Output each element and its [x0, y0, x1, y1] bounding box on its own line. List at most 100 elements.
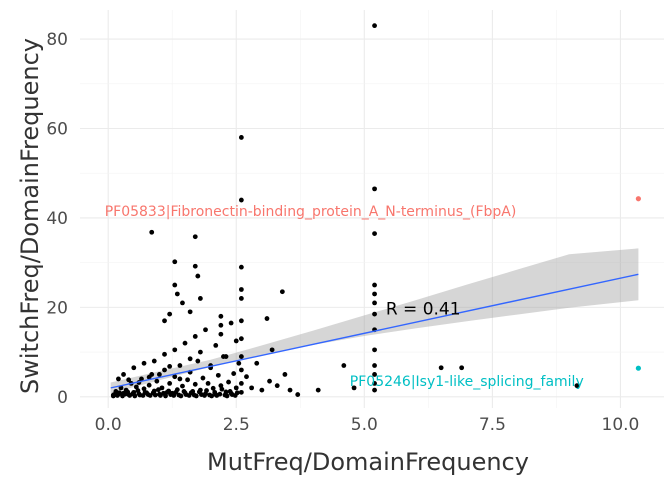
data-point: [351, 385, 357, 391]
data-point: [167, 311, 173, 317]
x-tick-label: 5.0: [351, 415, 378, 435]
data-point: [372, 311, 377, 317]
data-point: [203, 327, 208, 333]
data-point: [154, 378, 160, 384]
data-point: [178, 393, 184, 399]
data-point: [159, 385, 165, 391]
data-point: [282, 372, 288, 377]
data-point: [315, 387, 321, 393]
data-point: [372, 387, 377, 393]
data-point: [167, 364, 173, 369]
grid: [80, 10, 664, 408]
data-point: [238, 381, 244, 386]
data-point: [210, 385, 216, 391]
data-point: [218, 331, 224, 337]
data-point: [149, 229, 155, 235]
data-point: [244, 374, 249, 380]
data-point: [166, 388, 172, 394]
data-point: [202, 393, 207, 398]
data-point: [372, 300, 377, 306]
data-point: [217, 391, 223, 397]
data-point: [155, 387, 161, 393]
data-point: [267, 378, 272, 384]
y-tick-label: 60: [46, 120, 68, 140]
data-point: [141, 360, 147, 366]
data-point: [121, 372, 126, 377]
data-point: [218, 322, 224, 328]
data-point: [238, 336, 244, 342]
data-point: [125, 389, 131, 395]
y-tick-label: 40: [46, 209, 68, 229]
data-point: [151, 358, 157, 364]
data-point: [126, 377, 132, 383]
data-point: [180, 300, 185, 306]
data-point: [204, 388, 209, 393]
highlight-point: [635, 365, 641, 371]
data-point: [279, 289, 285, 295]
data-point: [133, 384, 139, 390]
data-point: [372, 282, 377, 288]
x-tick-label: 10.0: [602, 415, 640, 435]
data-point: [233, 385, 239, 391]
data-point: [135, 388, 141, 393]
x-tick-label: 2.5: [223, 415, 250, 435]
data-point: [172, 259, 178, 265]
data-point: [197, 349, 203, 355]
data-point: [372, 231, 377, 236]
x-tick-label: 0.0: [95, 415, 122, 435]
data-point: [372, 372, 377, 377]
data-point: [372, 23, 377, 29]
data-point: [162, 318, 167, 324]
y-axis-title: SwitchFreq/DomainFrequency: [16, 38, 44, 394]
data-point: [223, 354, 229, 359]
data-point: [372, 381, 377, 386]
tick-label-layer: 0.0 2.5 5.0 7.5 10.0 0 20 40 60 80: [46, 30, 639, 435]
data-point: [372, 291, 377, 297]
data-point: [182, 340, 188, 346]
data-point: [372, 347, 377, 353]
annotation-layer: PF05833|Fibronectin-binding_protein_A_N-…: [105, 204, 584, 390]
data-point: [195, 358, 201, 364]
data-point: [185, 377, 190, 383]
data-point: [372, 363, 377, 368]
data-point: [187, 309, 193, 315]
data-point: [162, 351, 167, 357]
data-point: [174, 291, 180, 297]
annotation-label: PF05833|Fibronectin-binding_protein_A_N-…: [105, 204, 517, 220]
data-point: [152, 392, 158, 398]
data-point: [116, 376, 121, 382]
data-point: [197, 296, 203, 301]
data-point: [177, 376, 183, 382]
data-point: [259, 387, 265, 393]
correlation-label: R = 0.41: [386, 300, 461, 320]
data-point: [274, 383, 280, 389]
data-point: [372, 186, 377, 192]
data-point: [236, 360, 242, 366]
data-point: [193, 393, 199, 399]
data-point: [254, 360, 260, 366]
data-point: [249, 385, 255, 391]
data-point: [139, 376, 144, 382]
data-point: [459, 365, 465, 371]
data-point: [167, 381, 173, 386]
data-point: [157, 372, 162, 377]
points-layer: [110, 23, 641, 399]
data-point: [192, 263, 198, 269]
data-point: [238, 389, 244, 395]
annotation-label: PF05246|Isy1-like_splicing_family: [350, 374, 584, 390]
data-point: [233, 338, 239, 344]
y-tick-label: 0: [57, 388, 68, 408]
data-point: [269, 347, 275, 353]
data-point: [295, 392, 301, 397]
data-point: [228, 320, 234, 326]
data-point: [238, 367, 244, 373]
data-point: [238, 318, 244, 324]
data-point: [172, 282, 178, 288]
data-point: [209, 393, 215, 399]
data-point: [146, 374, 152, 380]
data-point: [187, 356, 193, 362]
fit-line: [110, 273, 639, 389]
y-tick-label: 20: [46, 298, 68, 318]
data-point: [195, 273, 201, 279]
data-point: [438, 365, 444, 371]
